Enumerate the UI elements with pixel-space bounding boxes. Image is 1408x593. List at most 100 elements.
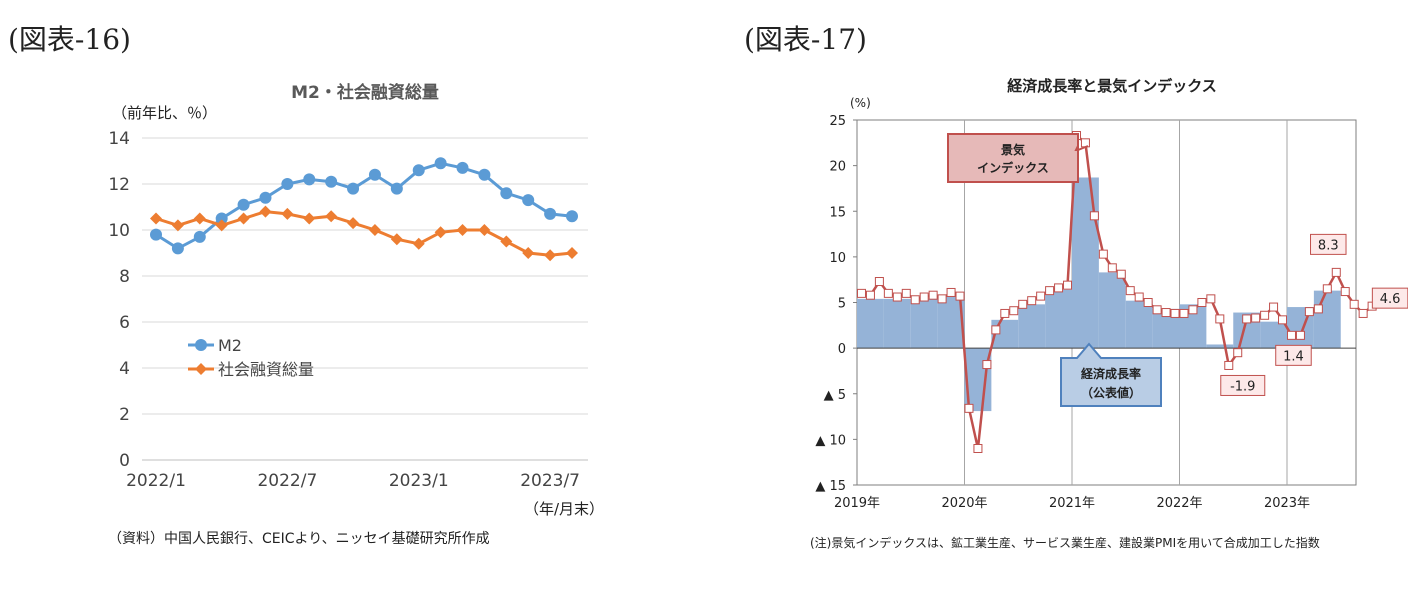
index-marker — [1358, 308, 1368, 318]
index-marker — [1152, 305, 1162, 315]
index-marker — [1188, 305, 1198, 315]
m2-tsf-line-chart: M2・社会融資総量 （前年比、％） 0 2 4 6 8 10 12 14 2022/1 2022/7 2… — [108, 82, 604, 518]
index-marker — [1179, 308, 1189, 318]
callout-text-line1: 経済成長率 — [1081, 366, 1141, 381]
data-point-m2 — [500, 187, 513, 200]
data-label: 4.6 — [1380, 292, 1401, 307]
index-marker — [1009, 306, 1019, 316]
x-tick-label: 2023/7 — [520, 471, 580, 491]
index-marker — [856, 288, 866, 298]
source-note: (注)景気インデックスは、鉱工業生産、サービス業生産、建設業PMIを用いて合成加… — [810, 536, 1320, 550]
growth-bar — [1072, 177, 1099, 349]
y-tick-label: 0 — [838, 342, 846, 357]
chart-panel-growth-index: (図表-17) 経済成長率と景気インデックス (%) 25 20 15 10 5 0 ▲ 5 ▲ … — [700, 0, 1408, 593]
data-point-tsf — [544, 249, 557, 262]
data-point-tsf — [412, 237, 425, 250]
index-marker — [1027, 296, 1037, 306]
x-axis-unit-label: （年/月末） — [524, 500, 604, 518]
growth-bar — [1313, 290, 1341, 349]
index-marker — [901, 288, 911, 298]
index-marker — [1215, 314, 1225, 324]
data-point-m2 — [347, 182, 360, 195]
callout-pointer — [1077, 145, 1089, 151]
index-marker — [1224, 360, 1234, 370]
data-point-tsf — [215, 219, 228, 232]
index-marker — [1295, 330, 1305, 340]
growth-bar — [1260, 321, 1287, 349]
data-point-m2 — [303, 173, 316, 186]
index-marker — [1063, 280, 1073, 290]
index-marker — [1036, 291, 1046, 301]
data-point-tsf — [150, 212, 162, 225]
callout-box-index — [947, 133, 1079, 183]
index-marker — [991, 325, 1001, 335]
growth-index-chart: 経済成長率と景気インデックス (%) 25 20 15 10 5 0 ▲ 5 ▲ 10 ▲ 15 20… — [815, 77, 1408, 511]
index-marker — [1089, 211, 1099, 221]
index-marker — [982, 360, 992, 370]
data-point-m2 — [522, 194, 535, 207]
y-tick-label: 14 — [108, 129, 130, 149]
data-point-tsf — [434, 226, 447, 239]
chart-title: 経済成長率と景気インデックス — [1007, 77, 1217, 95]
index-marker — [1045, 286, 1055, 296]
legend-marker — [195, 363, 207, 375]
y-tick-label: 12 — [108, 175, 130, 195]
x-tick-label: 2022/1 — [126, 471, 186, 491]
index-marker — [1197, 298, 1207, 307]
data-point-tsf — [368, 224, 381, 236]
index-marker — [1340, 287, 1350, 297]
y-tick-label: 0 — [119, 451, 130, 471]
callout-text-line1: 景気 — [1001, 142, 1025, 157]
index-marker — [1098, 249, 1108, 259]
index-marker — [1054, 283, 1064, 293]
x-tick-label: 2023年 — [1264, 496, 1310, 511]
callout-box-growth — [1060, 342, 1162, 407]
data-point-tsf — [171, 219, 184, 232]
y-tick-label: 6 — [119, 313, 130, 333]
series-line-m2 — [155, 161, 573, 251]
y-tick-label: 25 — [829, 114, 846, 129]
index-marker — [1260, 310, 1270, 320]
callout-text-line2: インデックス — [977, 160, 1049, 175]
data-point-tsf — [522, 247, 535, 259]
data-point-m2 — [368, 168, 381, 181]
index-marker — [1143, 298, 1153, 307]
data-point-m2 — [412, 164, 425, 177]
index-marker — [946, 287, 956, 297]
data-point-m2 — [259, 191, 272, 204]
index-marker — [937, 294, 947, 304]
data-point-tsf — [478, 224, 491, 236]
data-point-m2 — [171, 242, 184, 255]
y-tick-label: ▲ 15 — [815, 479, 846, 494]
y-tick-label: ▲ 10 — [815, 433, 846, 448]
data-label-box — [1220, 374, 1266, 396]
y-tick-label: ▲ 5 — [824, 388, 846, 403]
index-marker — [1269, 302, 1279, 312]
index-marker — [1251, 313, 1261, 323]
index-marker — [892, 292, 902, 302]
x-tick-label: 2019年 — [834, 496, 880, 511]
data-point-m2 — [237, 198, 250, 211]
data-point-tsf — [303, 212, 316, 225]
data-point-tsf — [281, 207, 294, 220]
index-marker — [1107, 263, 1117, 273]
index-marker — [919, 292, 929, 302]
figure-label: (図表-16) — [8, 23, 131, 56]
index-marker — [1313, 304, 1323, 314]
index-marker — [1170, 308, 1180, 318]
growth-bar — [1125, 300, 1153, 349]
figure-label: (図表-17) — [744, 23, 867, 56]
x-tick-label: 2022年 — [1156, 496, 1202, 511]
x-tick-label: 2020年 — [941, 496, 987, 511]
index-marker — [1134, 292, 1144, 302]
data-point-tsf — [390, 233, 403, 246]
data-point-m2 — [215, 212, 228, 225]
index-marker — [1125, 286, 1135, 296]
data-point-m2 — [544, 207, 557, 220]
x-tick-label: 2021年 — [1049, 496, 1095, 511]
growth-bar — [1018, 304, 1046, 349]
y-axis-label: (%) — [850, 96, 871, 110]
growth-bar — [1206, 344, 1234, 349]
y-tick-label: 4 — [119, 359, 130, 379]
data-point-m2 — [325, 175, 338, 188]
